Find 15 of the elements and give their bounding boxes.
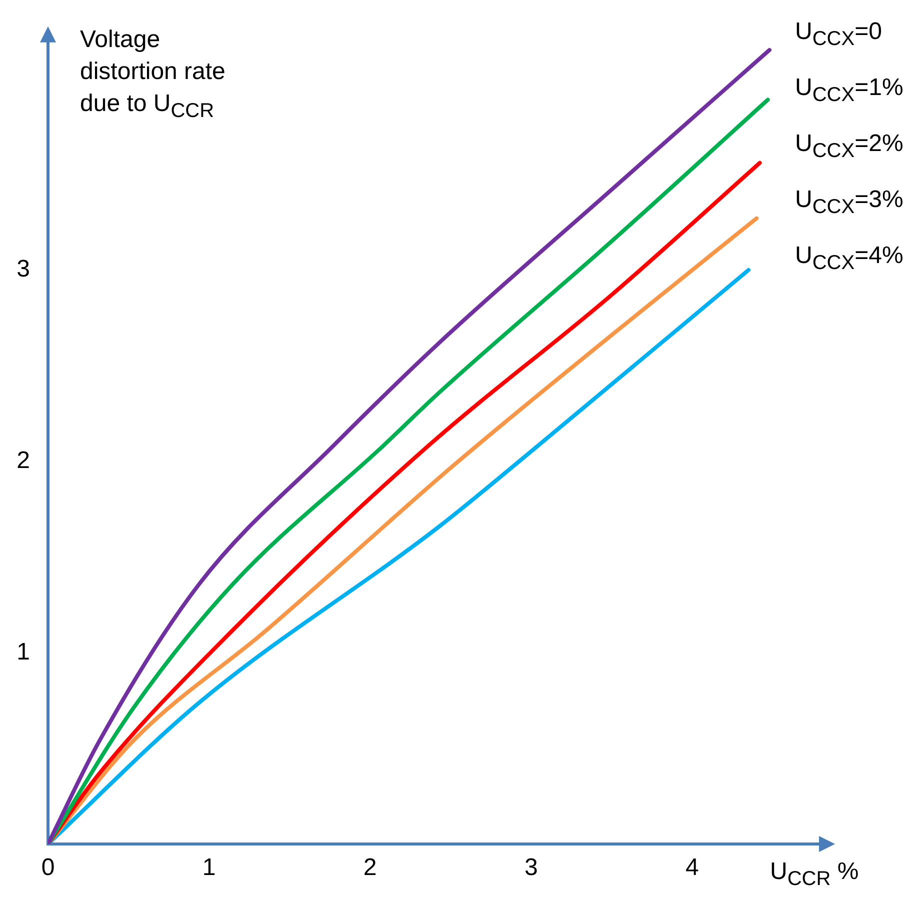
series-label: U$_{CCX}$=1% [795, 73, 904, 108]
x-tick-label: 3 [524, 854, 538, 882]
x-tick-label: 1 [202, 854, 216, 882]
x-tick-label: 0 [41, 854, 55, 882]
x-tick-label: 2 [363, 854, 377, 882]
series-label: U$_{CCX}$=0 [795, 17, 882, 52]
y-axis-title: Voltage distortion rate due to U$_{CCR}$ [80, 25, 226, 124]
y-tick-label: 1 [16, 638, 30, 666]
y-tick-label: 3 [16, 256, 30, 283]
series-label: U$_{CCX}$=4% [795, 241, 904, 276]
x-tick-label: 4 [685, 854, 699, 882]
y-tick-label: 2 [16, 446, 30, 474]
series-label: U$_{CCX}$=2% [795, 129, 904, 164]
x-axis-title: U$_{CCR}$ % [770, 857, 859, 892]
series-label: U$_{CCX}$=3% [795, 185, 904, 220]
